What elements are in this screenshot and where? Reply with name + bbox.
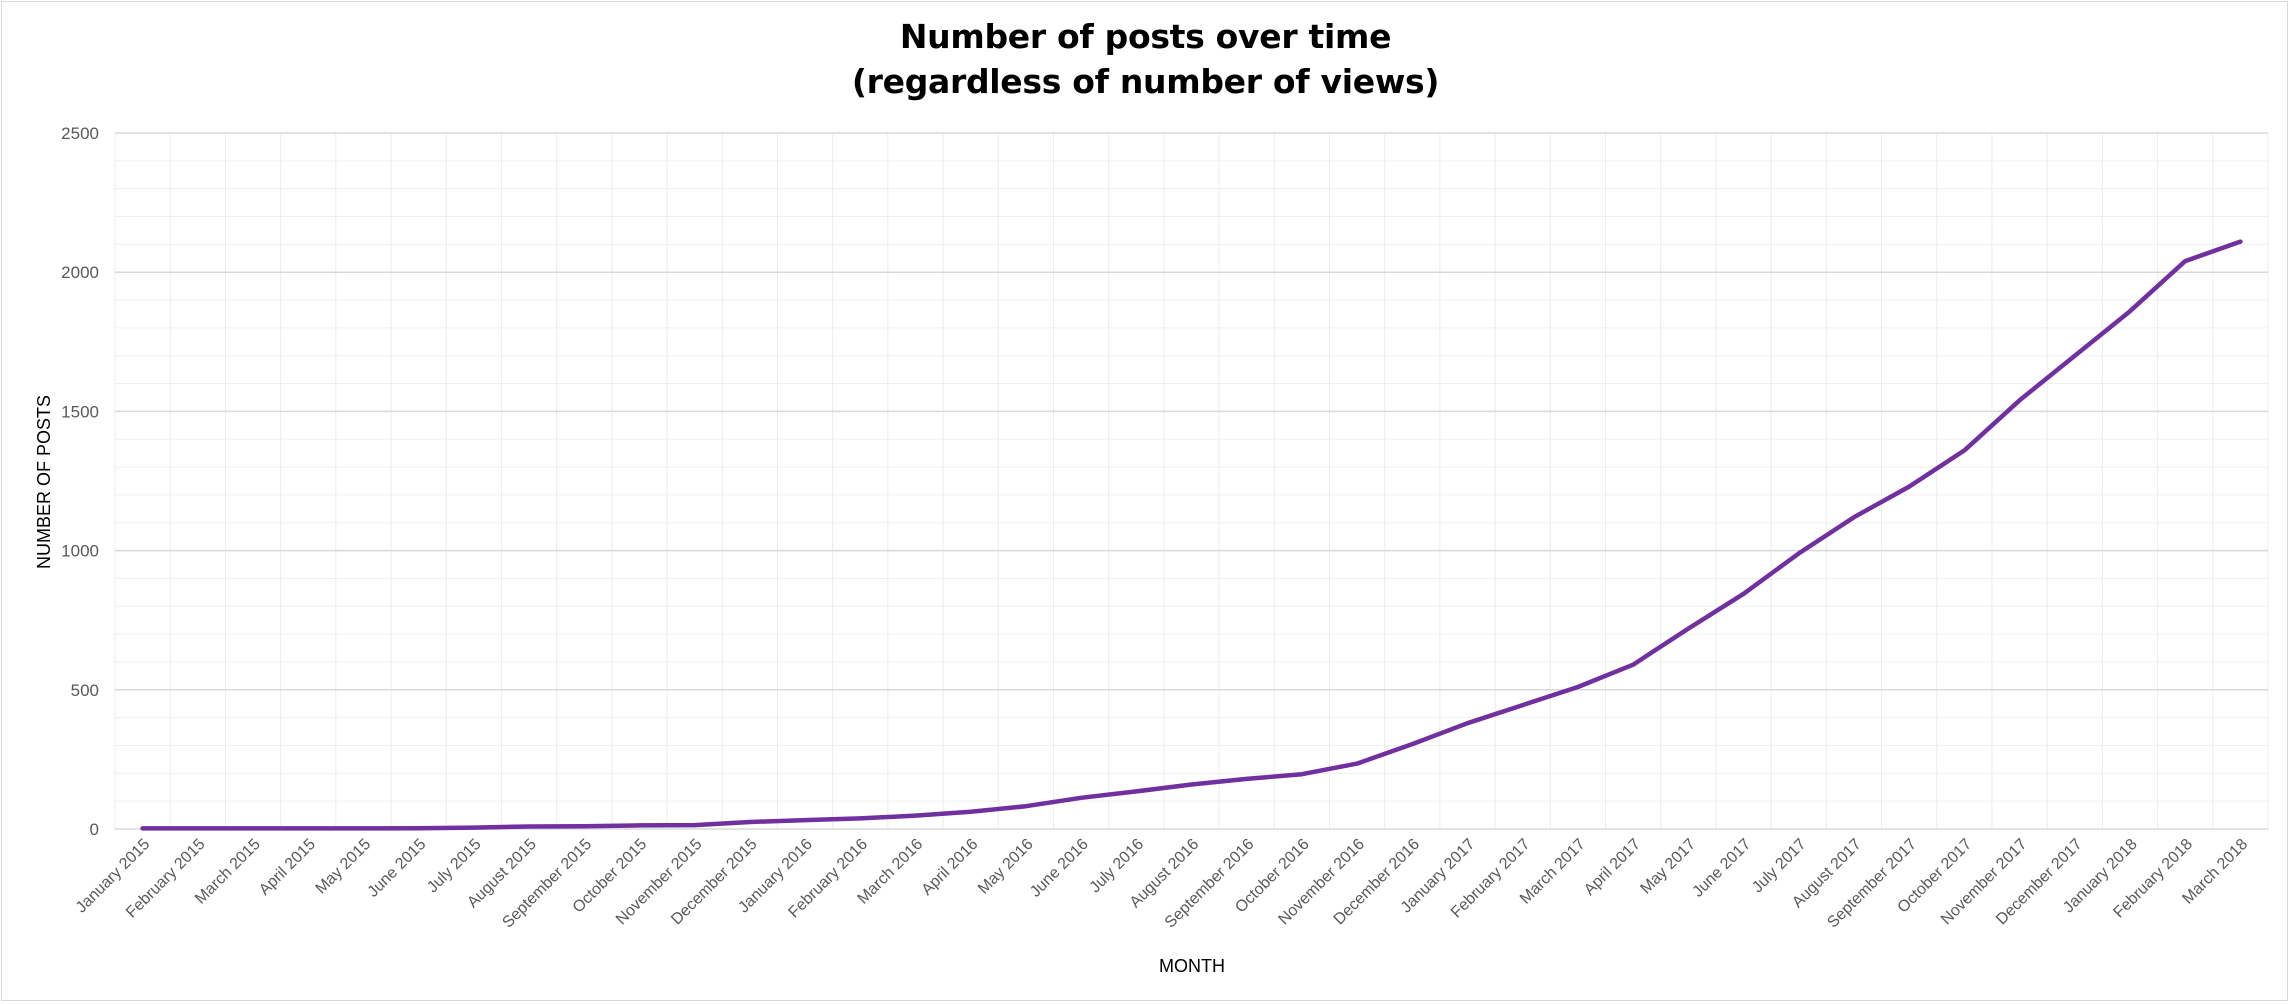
- chart-title: Number of posts over time: [899, 17, 1392, 56]
- x-tick-label: June 2017: [1690, 836, 1755, 901]
- x-tick-label: April 2016: [919, 836, 982, 899]
- series-group: [140, 239, 2243, 831]
- y-tick-label: 1000: [61, 542, 99, 561]
- y-tick-label: 0: [90, 820, 99, 839]
- y-tick-label: 2500: [61, 124, 99, 143]
- y-tick-label: 1500: [61, 402, 99, 421]
- y-axis-label: NUMBER OF POSTS: [34, 395, 54, 569]
- series-line: [140, 239, 2243, 831]
- x-tick-label: April 2017: [1581, 836, 1644, 899]
- y-axis-ticks: 0 500 1000 1500 2000 2500: [61, 124, 99, 839]
- y-tick-label: 2000: [61, 263, 99, 282]
- minor-gridlines: [114, 133, 2269, 829]
- x-tick-label: June 2016: [1027, 836, 1092, 901]
- x-tick-label: June 2015: [365, 836, 430, 901]
- major-gridlines: [115, 132, 2268, 830]
- x-tick-label: April 2015: [256, 836, 319, 899]
- y-tick-label: 500: [71, 681, 99, 700]
- x-axis-label: MONTH: [1159, 956, 1225, 976]
- chart-subtitle: (regardless of number of views): [851, 62, 1440, 101]
